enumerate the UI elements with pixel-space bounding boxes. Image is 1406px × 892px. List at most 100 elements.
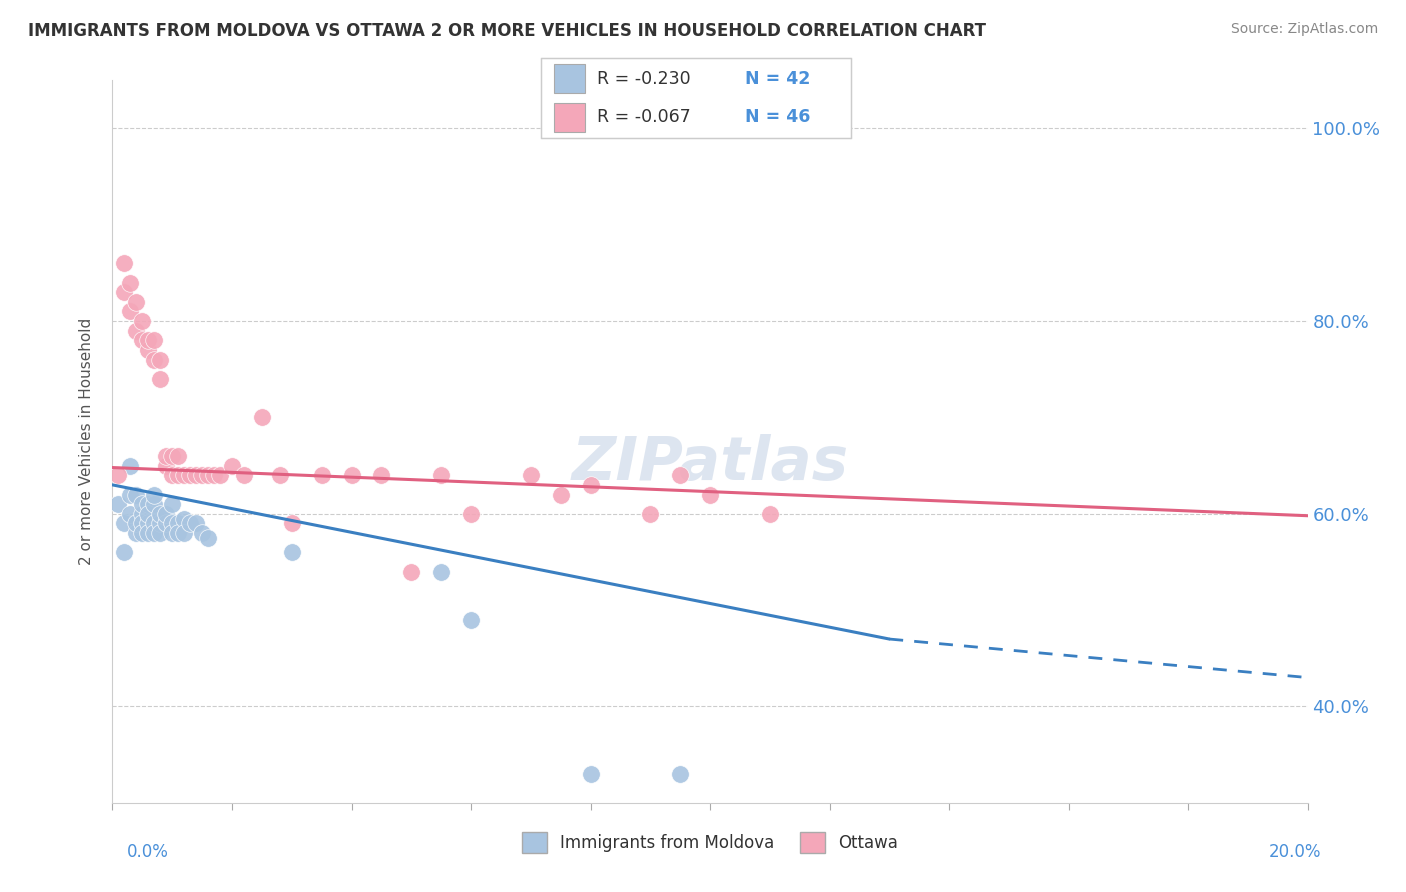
Point xyxy=(131,497,153,511)
Point xyxy=(143,487,166,501)
Point xyxy=(114,545,135,559)
Point xyxy=(197,468,219,483)
Point xyxy=(579,478,602,492)
Point xyxy=(131,526,153,541)
Point xyxy=(125,516,148,531)
Point xyxy=(149,372,172,386)
Point xyxy=(131,314,153,328)
Point xyxy=(143,352,166,367)
Point xyxy=(138,334,160,348)
Text: N = 42: N = 42 xyxy=(745,70,811,87)
Point xyxy=(114,285,135,300)
Point xyxy=(138,343,160,357)
Point xyxy=(155,516,177,531)
Text: R = -0.067: R = -0.067 xyxy=(598,109,690,127)
Point xyxy=(155,458,177,473)
Bar xyxy=(554,64,585,94)
Point xyxy=(669,767,692,781)
Point xyxy=(186,468,208,483)
Point xyxy=(143,516,166,531)
Point xyxy=(669,468,692,483)
Point xyxy=(167,526,190,541)
Point xyxy=(221,458,243,473)
Point xyxy=(120,458,142,473)
Point xyxy=(233,468,256,483)
Text: N = 46: N = 46 xyxy=(745,109,811,127)
Point xyxy=(759,507,782,521)
Point xyxy=(138,526,160,541)
Point xyxy=(107,468,129,483)
Y-axis label: 2 or more Vehicles in Household: 2 or more Vehicles in Household xyxy=(79,318,94,566)
Point xyxy=(460,507,482,521)
Point xyxy=(120,507,142,521)
Point xyxy=(311,468,333,483)
Point xyxy=(167,449,190,463)
Bar xyxy=(554,103,585,132)
Point xyxy=(155,449,177,463)
Point xyxy=(162,516,183,531)
Point xyxy=(120,487,142,501)
Point xyxy=(430,565,453,579)
Point xyxy=(131,334,153,348)
Point xyxy=(173,468,195,483)
Point xyxy=(401,565,423,579)
Point xyxy=(143,526,166,541)
Point xyxy=(370,468,392,483)
Point xyxy=(186,516,208,531)
Point xyxy=(167,516,190,531)
Point xyxy=(120,276,142,290)
Point xyxy=(197,531,219,545)
Point xyxy=(138,497,160,511)
Point xyxy=(202,468,225,483)
Point xyxy=(149,516,172,531)
Point xyxy=(138,507,160,521)
Point xyxy=(131,507,153,521)
Text: ZIPatlas: ZIPatlas xyxy=(571,434,849,492)
Point xyxy=(131,516,153,531)
Text: IMMIGRANTS FROM MOLDOVA VS OTTAWA 2 OR MORE VEHICLES IN HOUSEHOLD CORRELATION CH: IMMIGRANTS FROM MOLDOVA VS OTTAWA 2 OR M… xyxy=(28,22,986,40)
Point xyxy=(149,507,172,521)
Point xyxy=(162,468,183,483)
Point xyxy=(430,468,453,483)
Point xyxy=(114,256,135,270)
Point xyxy=(167,468,190,483)
Point xyxy=(138,516,160,531)
Point xyxy=(149,526,172,541)
Point xyxy=(269,468,291,483)
Text: Source: ZipAtlas.com: Source: ZipAtlas.com xyxy=(1230,22,1378,37)
Point xyxy=(143,334,166,348)
Point xyxy=(107,497,129,511)
Point xyxy=(120,304,142,318)
Point xyxy=(281,516,304,531)
Point xyxy=(340,468,363,483)
Point xyxy=(173,526,195,541)
Point xyxy=(125,487,148,501)
Point xyxy=(162,497,183,511)
Point xyxy=(143,497,166,511)
Point xyxy=(460,613,482,627)
Point xyxy=(125,324,148,338)
Point xyxy=(155,507,177,521)
Point xyxy=(281,545,304,559)
Point xyxy=(209,468,232,483)
Point xyxy=(125,526,148,541)
Text: 20.0%: 20.0% xyxy=(1270,843,1322,861)
Point xyxy=(191,526,214,541)
Point xyxy=(579,767,602,781)
Point xyxy=(179,468,201,483)
Point xyxy=(114,516,135,531)
Point xyxy=(250,410,273,425)
Legend: Immigrants from Moldova, Ottawa: Immigrants from Moldova, Ottawa xyxy=(516,826,904,860)
Point xyxy=(173,511,195,525)
Point xyxy=(149,352,172,367)
Point xyxy=(640,507,662,521)
Point xyxy=(520,468,543,483)
Point xyxy=(162,526,183,541)
Point xyxy=(179,516,201,531)
Point xyxy=(550,487,572,501)
Point xyxy=(162,449,183,463)
Point xyxy=(191,468,214,483)
Point xyxy=(125,294,148,309)
Text: R = -0.230: R = -0.230 xyxy=(598,70,690,87)
Text: 0.0%: 0.0% xyxy=(127,843,169,861)
